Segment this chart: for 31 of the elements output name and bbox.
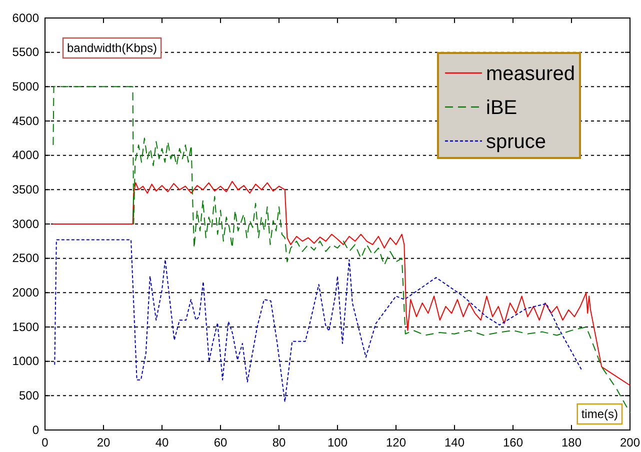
y-tick-label: 2500	[12, 251, 40, 266]
x-tick-label: 200	[620, 436, 640, 450]
x-axis-title: time(s)	[581, 407, 618, 421]
y-tick-label: 2000	[12, 286, 40, 300]
x-tick-label: 0	[42, 436, 49, 450]
x-tick-label: 80	[272, 436, 286, 450]
y-tick-label: 500	[18, 388, 40, 403]
y-tick-label: 5000	[12, 80, 40, 94]
y-tick-label: 6000	[12, 10, 40, 25]
x-tick-label: 100	[327, 436, 348, 450]
line-series	[52, 180, 630, 386]
x-tick-label: 60	[214, 436, 228, 450]
y-tick-label: 0	[32, 422, 40, 437]
y-tick-label: 1000	[12, 354, 40, 368]
legend-label: measured	[486, 63, 575, 85]
x-tick-label: 20	[96, 436, 110, 450]
y-tick-label: 1500	[12, 320, 40, 334]
x-tick-label: 120	[386, 436, 406, 450]
x-tick-label: 40	[155, 436, 169, 450]
y-tick-label: 4000	[12, 148, 40, 162]
y-tick-label: 3500	[12, 182, 40, 197]
legend-label: iBE	[486, 97, 518, 119]
y-axis-title: bandwidth(Kbps)	[67, 41, 158, 55]
line-series	[54, 239, 582, 402]
y-tick-label: 4500	[12, 114, 40, 128]
x-tick-label: 160	[502, 436, 524, 450]
y-tick-label: 5500	[12, 45, 40, 60]
x-tick-label: 180	[561, 436, 582, 450]
x-tick-label: 140	[444, 436, 465, 450]
y-tick-label: 3000	[12, 216, 40, 231]
legend-label: spruce	[486, 131, 546, 153]
